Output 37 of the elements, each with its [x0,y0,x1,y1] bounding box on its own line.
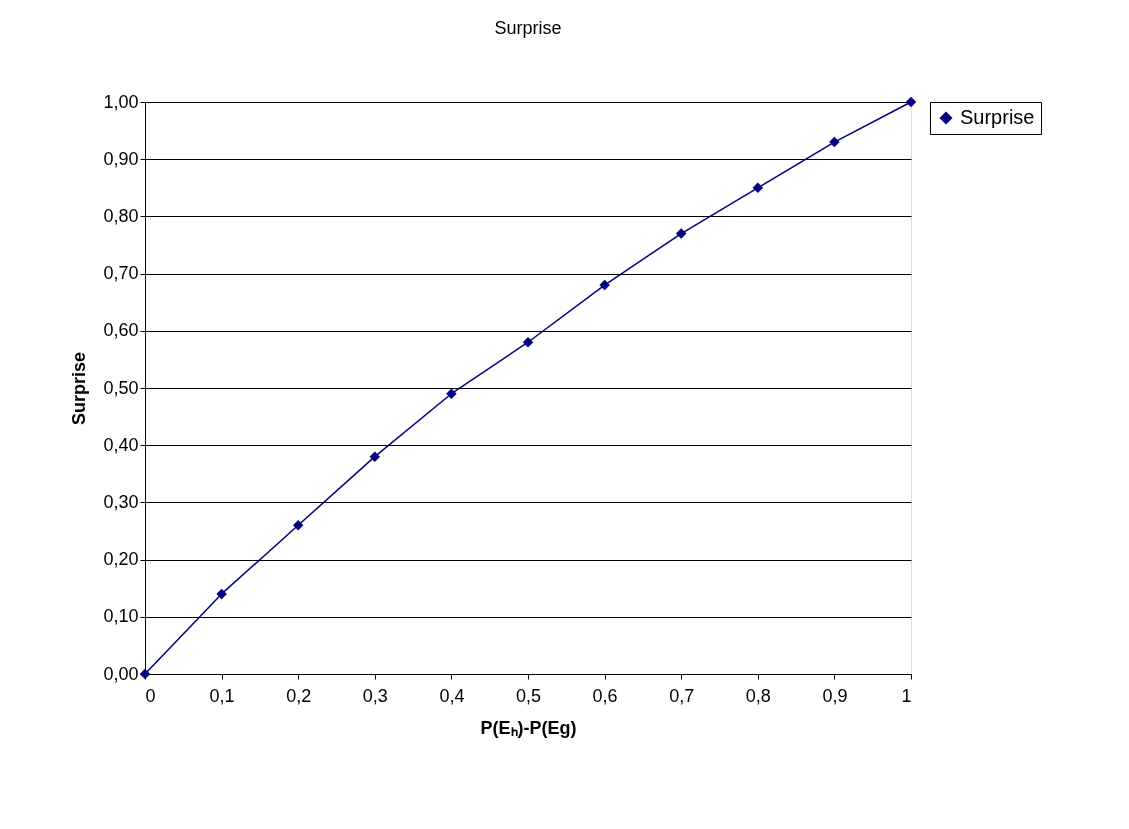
point [292,520,304,531]
x-tick-label: 0,9 [822,685,848,706]
point [522,337,534,348]
x-tick-label: 0,1 [209,685,235,706]
point [446,388,457,399]
legend-label: Surprise [960,106,1035,128]
x-tick-label: 1 [901,685,912,706]
point [675,228,687,239]
y-tick-label: 0,90 [103,148,139,169]
point [905,96,917,108]
x-tick-label: 0,7 [669,685,695,706]
y-tick-label: 0,40 [103,434,139,455]
point [829,136,840,148]
y-tick-label: 0,80 [103,205,139,226]
y-tick-label: 1,00 [103,91,139,112]
y-tick-label: 0,30 [103,491,139,512]
point [599,279,610,291]
point [139,668,151,680]
x-axis-title: P(Eₕ)-P(Eg) [480,717,577,738]
x-tick-label: 0,8 [745,685,771,706]
x-tick-label: 0,4 [439,685,465,706]
y-tick-label: 0,20 [103,549,139,570]
x-tick-label: 0,2 [286,685,312,706]
x-tick-label: 0,5 [515,685,542,706]
point [752,182,764,194]
x-tick-label: 0,6 [592,685,618,706]
y-tick-label: 0,70 [103,263,139,284]
chart-title: Surprise [494,18,562,38]
y-tick-label: 0,00 [103,663,139,684]
x-tick-label: 0,3 [362,685,388,706]
y-tick-label: 0,50 [103,377,139,398]
point [216,588,227,600]
point [369,451,381,462]
x-tick-label: 0 [145,685,156,706]
y-axis-title: Surprise [69,351,90,426]
y-tick-label: 0,10 [103,606,139,627]
y-tick-label: 0,60 [103,320,139,341]
